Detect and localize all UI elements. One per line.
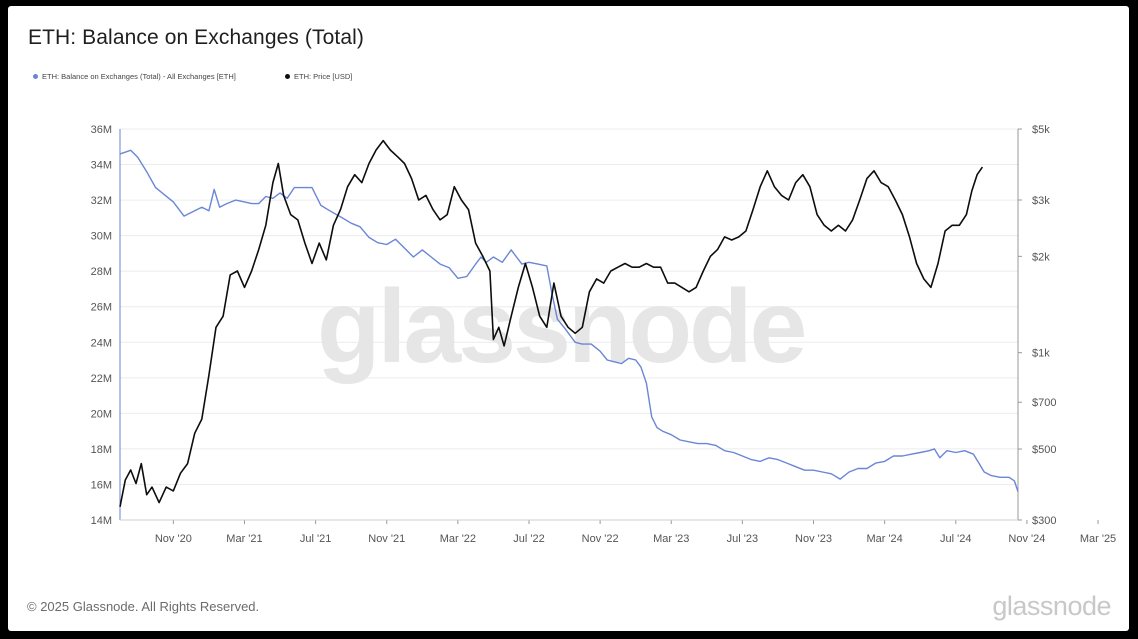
chart-plot: glassnode 14M 16M 18M 20M 22M 24M 26M 28M 30M 32M…	[91, 124, 1117, 545]
legend-item-balance[interactable]: ETH: Balance on Exchanges (Total) - All …	[33, 72, 236, 81]
y-left-tick-label: 16M	[91, 479, 112, 491]
y-right-tick-label: $3k	[1032, 195, 1050, 207]
x-tick-label: Mar '23	[653, 533, 689, 545]
y-right-tick-label: $2k	[1032, 251, 1050, 263]
x-tick-label: Jul '24	[940, 533, 971, 545]
legend-label-balance: ETH: Balance on Exchanges (Total) - All …	[42, 72, 236, 81]
y-right-tick-label: $700	[1032, 397, 1056, 409]
y-left-tick-label: 28M	[91, 266, 112, 278]
x-tick-label: Nov '20	[155, 533, 192, 545]
x-tick-label: Mar '22	[440, 533, 476, 545]
balance-series-line[interactable]	[119, 149, 1019, 492]
brand-logo: glassnode	[992, 591, 1111, 621]
price-series-line[interactable]	[119, 139, 984, 507]
legend-item-price[interactable]: ETH: Price [USD]	[285, 72, 352, 81]
y-left-tick-label: 30M	[91, 231, 112, 243]
axes	[119, 128, 1099, 524]
y-left-tick-label: 26M	[91, 302, 112, 314]
x-tick-label: Jul '22	[513, 533, 544, 545]
y-right-tick-label: $500	[1032, 444, 1056, 456]
legend-dot-icon	[33, 74, 38, 79]
y-left-tick-label: 36M	[91, 124, 112, 136]
y-right-tick-label: $1k	[1032, 348, 1050, 360]
legend-dot-icon	[285, 74, 290, 79]
copyright-text: © 2025 Glassnode. All Rights Reserved.	[27, 599, 260, 614]
y-left-tick-label: 24M	[91, 337, 112, 349]
legend-label-price: ETH: Price [USD]	[294, 72, 353, 81]
x-tick-label: Jul '23	[727, 533, 758, 545]
x-tick-label: Nov '21	[368, 533, 405, 545]
watermark: glassnode	[317, 269, 805, 385]
x-tick-label: Mar '24	[866, 533, 902, 545]
y-left-tick-label: 32M	[91, 195, 112, 207]
tick-labels: 14M 16M 18M 20M 22M 24M 26M 28M 30M 32M 34M 36M $300…	[91, 124, 1117, 545]
x-tick-label: Jul '21	[300, 533, 331, 545]
y-right-tick-label: $300	[1032, 515, 1056, 527]
y-left-tick-label: 18M	[91, 444, 112, 456]
series-lines	[119, 139, 1019, 507]
chart-title: ETH: Balance on Exchanges (Total)	[28, 26, 364, 49]
x-tick-label: Nov '22	[582, 533, 619, 545]
y-left-tick-label: 22M	[91, 373, 112, 385]
chart-card: ETH: Balance on Exchanges (Total) ETH: B…	[8, 6, 1129, 631]
x-tick-label: Nov '23	[795, 533, 832, 545]
y-right-tick-label: $5k	[1032, 124, 1050, 136]
y-left-tick-label: 14M	[91, 515, 112, 527]
y-left-tick-label: 20M	[91, 408, 112, 420]
grid-lines	[120, 128, 1018, 521]
y-left-tick-label: 34M	[91, 160, 112, 172]
x-tick-label: Mar '21	[226, 533, 262, 545]
x-tick-label: Mar '25	[1080, 533, 1116, 545]
x-tick-label: Nov '24	[1008, 533, 1045, 545]
